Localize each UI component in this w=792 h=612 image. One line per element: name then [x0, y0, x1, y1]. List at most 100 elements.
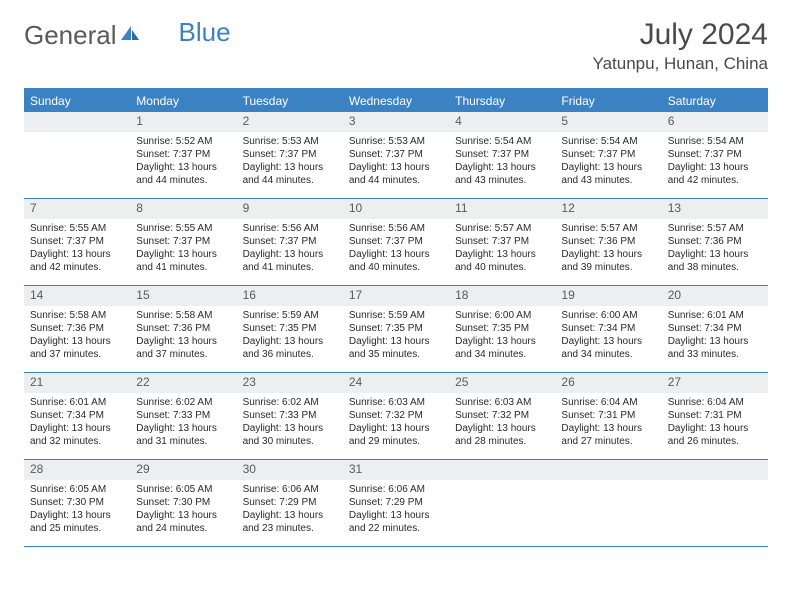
sun-info-line: Sunset: 7:31 PM [561, 409, 655, 422]
sun-info-line: Sunrise: 5:57 AM [561, 222, 655, 235]
sun-info-line: Daylight: 13 hours [349, 509, 443, 522]
sun-info-line: Daylight: 13 hours [30, 248, 124, 261]
sun-info-line: Daylight: 13 hours [349, 422, 443, 435]
weekday-label: Thursday [449, 90, 555, 112]
day-body: Sunrise: 6:02 AMSunset: 7:33 PMDaylight:… [237, 393, 343, 452]
day-body: Sunrise: 5:58 AMSunset: 7:36 PMDaylight:… [130, 306, 236, 365]
day-number [449, 460, 555, 480]
day-body: Sunrise: 6:03 AMSunset: 7:32 PMDaylight:… [343, 393, 449, 452]
sun-info-line: and 35 minutes. [349, 348, 443, 361]
day-number: 7 [24, 199, 130, 219]
calendar-cell [24, 112, 130, 198]
day-body [662, 480, 768, 487]
sun-info-line: Sunset: 7:29 PM [243, 496, 337, 509]
sun-info-line: and 34 minutes. [561, 348, 655, 361]
sun-info-line: Sunrise: 6:02 AM [243, 396, 337, 409]
calendar-cell: 8Sunrise: 5:55 AMSunset: 7:37 PMDaylight… [130, 199, 236, 285]
day-body: Sunrise: 5:53 AMSunset: 7:37 PMDaylight:… [237, 132, 343, 191]
sun-info-line: Daylight: 13 hours [136, 509, 230, 522]
sun-info-line: Sunrise: 6:03 AM [455, 396, 549, 409]
calendar: SundayMondayTuesdayWednesdayThursdayFrid… [24, 88, 768, 547]
sun-info-line: Sunset: 7:37 PM [136, 148, 230, 161]
sun-info-line: Sunset: 7:30 PM [136, 496, 230, 509]
sun-info-line: Sunrise: 5:54 AM [455, 135, 549, 148]
sun-info-line: and 23 minutes. [243, 522, 337, 535]
sun-info-line: Sunset: 7:35 PM [349, 322, 443, 335]
sun-info-line: Daylight: 13 hours [243, 335, 337, 348]
day-number: 15 [130, 286, 236, 306]
sun-info-line: and 38 minutes. [668, 261, 762, 274]
sun-info-line: Sunrise: 5:53 AM [349, 135, 443, 148]
day-body: Sunrise: 5:59 AMSunset: 7:35 PMDaylight:… [343, 306, 449, 365]
sun-info-line: Sunset: 7:37 PM [349, 235, 443, 248]
sun-info-line: Sunrise: 6:01 AM [668, 309, 762, 322]
day-body: Sunrise: 5:57 AMSunset: 7:37 PMDaylight:… [449, 219, 555, 278]
sun-info-line: and 30 minutes. [243, 435, 337, 448]
sun-info-line: Daylight: 13 hours [561, 248, 655, 261]
day-number: 27 [662, 373, 768, 393]
day-number: 28 [24, 460, 130, 480]
sun-info-line: Daylight: 13 hours [349, 161, 443, 174]
day-body [24, 132, 130, 139]
sun-info-line: Sunset: 7:37 PM [349, 148, 443, 161]
sun-info-line: and 44 minutes. [349, 174, 443, 187]
calendar-cell [449, 460, 555, 546]
sun-info-line: Sunrise: 6:05 AM [136, 483, 230, 496]
sun-info-line: and 41 minutes. [136, 261, 230, 274]
sun-info-line: Sunset: 7:29 PM [349, 496, 443, 509]
sun-info-line: Sunrise: 6:01 AM [30, 396, 124, 409]
sun-info-line: Daylight: 13 hours [30, 422, 124, 435]
sun-info-line: and 26 minutes. [668, 435, 762, 448]
day-number: 31 [343, 460, 449, 480]
calendar-cell: 9Sunrise: 5:56 AMSunset: 7:37 PMDaylight… [237, 199, 343, 285]
day-body: Sunrise: 5:58 AMSunset: 7:36 PMDaylight:… [24, 306, 130, 365]
day-body: Sunrise: 6:04 AMSunset: 7:31 PMDaylight:… [555, 393, 661, 452]
calendar-cell: 10Sunrise: 5:56 AMSunset: 7:37 PMDayligh… [343, 199, 449, 285]
calendar-week: 21Sunrise: 6:01 AMSunset: 7:34 PMDayligh… [24, 373, 768, 460]
sun-info-line: Sunrise: 6:00 AM [455, 309, 549, 322]
sun-info-line: Daylight: 13 hours [349, 335, 443, 348]
day-body: Sunrise: 5:57 AMSunset: 7:36 PMDaylight:… [555, 219, 661, 278]
sun-info-line: Daylight: 13 hours [136, 335, 230, 348]
sun-info-line: Sunrise: 5:53 AM [243, 135, 337, 148]
day-number: 29 [130, 460, 236, 480]
day-number [555, 460, 661, 480]
calendar-cell: 7Sunrise: 5:55 AMSunset: 7:37 PMDaylight… [24, 199, 130, 285]
day-body: Sunrise: 6:03 AMSunset: 7:32 PMDaylight:… [449, 393, 555, 452]
sun-info-line: and 39 minutes. [561, 261, 655, 274]
day-body: Sunrise: 6:05 AMSunset: 7:30 PMDaylight:… [24, 480, 130, 539]
sun-info-line: and 37 minutes. [30, 348, 124, 361]
weekday-label: Saturday [662, 90, 768, 112]
sun-info-line: Sunrise: 5:56 AM [349, 222, 443, 235]
sun-info-line: Sunset: 7:37 PM [243, 148, 337, 161]
sun-info-line: Sunset: 7:32 PM [455, 409, 549, 422]
day-body: Sunrise: 6:05 AMSunset: 7:30 PMDaylight:… [130, 480, 236, 539]
day-body: Sunrise: 6:01 AMSunset: 7:34 PMDaylight:… [24, 393, 130, 452]
sun-info-line: Sunset: 7:35 PM [243, 322, 337, 335]
calendar-cell: 14Sunrise: 5:58 AMSunset: 7:36 PMDayligh… [24, 286, 130, 372]
sun-info-line: Sunset: 7:35 PM [455, 322, 549, 335]
sun-info-line: Daylight: 13 hours [136, 422, 230, 435]
sun-info-line: and 44 minutes. [243, 174, 337, 187]
weekday-label: Monday [130, 90, 236, 112]
sun-info-line: Sunset: 7:36 PM [561, 235, 655, 248]
day-body: Sunrise: 6:06 AMSunset: 7:29 PMDaylight:… [237, 480, 343, 539]
day-number: 12 [555, 199, 661, 219]
weekday-header: SundayMondayTuesdayWednesdayThursdayFrid… [24, 90, 768, 112]
day-body: Sunrise: 5:52 AMSunset: 7:37 PMDaylight:… [130, 132, 236, 191]
calendar-cell: 29Sunrise: 6:05 AMSunset: 7:30 PMDayligh… [130, 460, 236, 546]
sun-info-line: Daylight: 13 hours [455, 161, 549, 174]
sun-info-line: and 36 minutes. [243, 348, 337, 361]
day-body: Sunrise: 6:02 AMSunset: 7:33 PMDaylight:… [130, 393, 236, 452]
month-title: July 2024 [593, 18, 768, 52]
sun-info-line: Sunset: 7:37 PM [243, 235, 337, 248]
sun-info-line: Daylight: 13 hours [455, 335, 549, 348]
sun-info-line: Sunset: 7:34 PM [30, 409, 124, 422]
day-number: 16 [237, 286, 343, 306]
logo-text-2: Blue [179, 17, 231, 48]
sun-info-line: Sunset: 7:37 PM [455, 235, 549, 248]
day-body: Sunrise: 6:04 AMSunset: 7:31 PMDaylight:… [662, 393, 768, 452]
day-body: Sunrise: 5:54 AMSunset: 7:37 PMDaylight:… [662, 132, 768, 191]
sun-info-line: Daylight: 13 hours [30, 335, 124, 348]
sun-info-line: Daylight: 13 hours [455, 422, 549, 435]
